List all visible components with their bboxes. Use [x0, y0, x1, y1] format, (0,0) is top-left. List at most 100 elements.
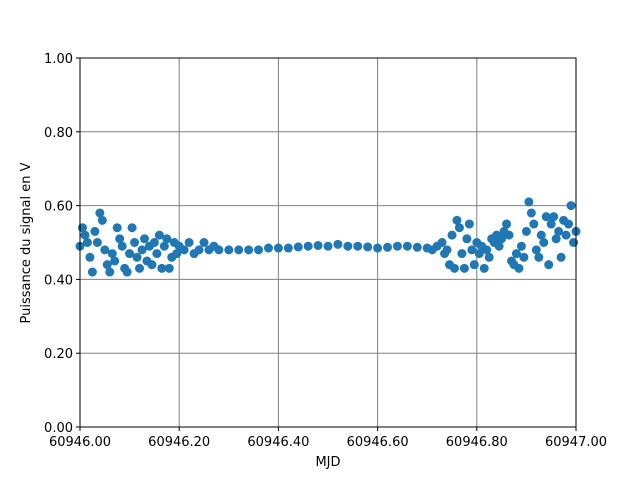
point [437, 238, 447, 247]
point [514, 263, 524, 273]
point [80, 230, 90, 240]
point [107, 249, 117, 259]
point [254, 245, 264, 255]
point [157, 263, 167, 273]
point [95, 208, 105, 218]
point [464, 219, 474, 229]
point [383, 242, 393, 252]
point [454, 223, 464, 233]
point [516, 241, 526, 251]
point [100, 245, 110, 255]
point [333, 239, 343, 249]
point [105, 267, 115, 277]
point [511, 249, 521, 259]
point [457, 249, 467, 259]
point [447, 230, 457, 240]
point [561, 230, 571, 240]
point [459, 263, 469, 273]
point [519, 252, 529, 262]
point [194, 245, 204, 255]
point [293, 242, 303, 252]
point [452, 215, 462, 225]
point [283, 243, 293, 253]
y-tick-label: 0.40 [44, 273, 73, 288]
point [154, 230, 164, 240]
point [97, 215, 107, 225]
point [353, 241, 363, 251]
point [482, 245, 492, 255]
point [303, 241, 313, 251]
y-tick-label: 0.00 [44, 421, 73, 436]
point [92, 238, 102, 247]
point [323, 241, 333, 251]
point [224, 245, 234, 255]
point [244, 245, 254, 255]
point [536, 230, 546, 240]
point [467, 245, 477, 255]
point [273, 243, 283, 253]
point [147, 260, 157, 270]
point [152, 249, 162, 259]
point [162, 234, 172, 244]
point [159, 241, 169, 251]
point [137, 245, 147, 255]
point [130, 238, 140, 247]
point [373, 243, 383, 253]
point [566, 201, 576, 211]
point [214, 245, 224, 255]
point [132, 252, 142, 262]
point [234, 245, 244, 255]
point [564, 219, 574, 229]
point [442, 245, 452, 255]
point [554, 226, 564, 236]
point [117, 241, 127, 251]
x-tick-label: 60946.20 [148, 435, 210, 450]
x-tick-label: 60946.60 [347, 435, 409, 450]
point [313, 240, 323, 250]
point [412, 242, 422, 252]
point [549, 212, 559, 222]
point [90, 226, 100, 236]
point [85, 252, 95, 262]
point [179, 245, 189, 255]
point [392, 241, 402, 251]
point [497, 234, 507, 244]
point [546, 219, 556, 229]
point [479, 263, 489, 273]
point [469, 260, 479, 270]
point [569, 238, 579, 247]
point [529, 219, 539, 229]
point [343, 241, 353, 251]
point [122, 267, 132, 277]
point [494, 241, 504, 251]
point [539, 238, 549, 247]
y-tick-label: 0.80 [44, 126, 73, 141]
point [164, 263, 174, 273]
point [524, 197, 534, 207]
point [556, 252, 566, 262]
point [534, 252, 544, 262]
point [531, 245, 541, 255]
x-tick-label: 60946.80 [446, 435, 508, 450]
point [87, 267, 97, 277]
x-tick-label: 60946.40 [247, 435, 309, 450]
point [102, 260, 112, 270]
point [110, 256, 120, 266]
y-tick-label: 0.60 [44, 200, 73, 215]
point [474, 249, 484, 259]
point [82, 238, 92, 247]
point [504, 230, 514, 240]
point [125, 249, 135, 259]
point [149, 238, 159, 247]
x-tick-label: 60947.00 [545, 435, 607, 450]
point [135, 263, 145, 273]
point [526, 208, 536, 218]
y-axis-label: Puissance du signal en V [19, 162, 34, 323]
point [484, 252, 494, 262]
x-axis-label: MJD [315, 455, 340, 470]
point [172, 249, 182, 259]
point [115, 234, 125, 244]
point [544, 260, 554, 270]
point [184, 238, 194, 247]
